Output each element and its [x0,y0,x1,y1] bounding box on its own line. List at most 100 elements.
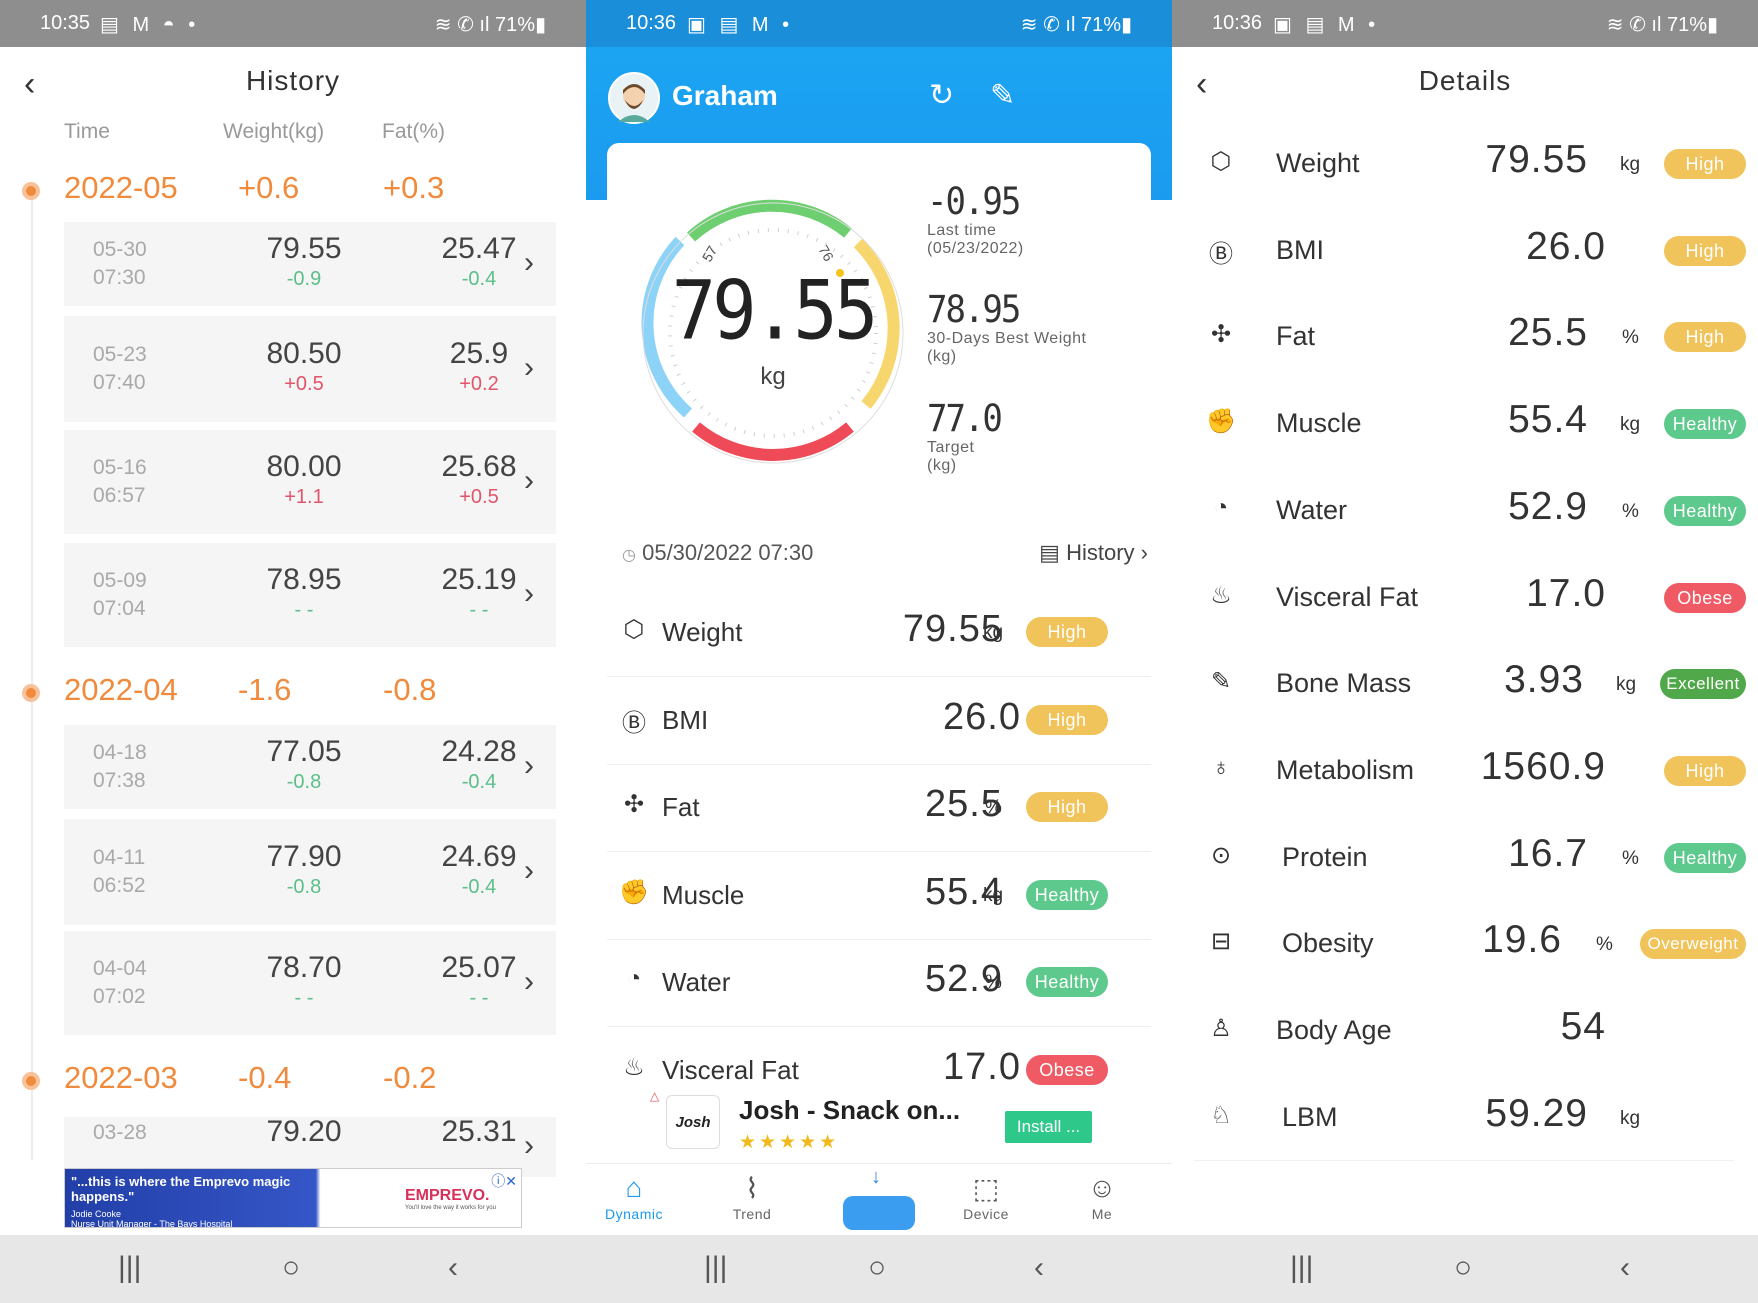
status-bar: 10:35 ▤ M ◓ • ≋ ✆ ıl 71%▮ [0,0,586,47]
system-back-button[interactable]: ‹ [448,1251,458,1284]
system-nav-bar: ||| ○ ‹ [586,1235,1172,1303]
detail-value: 17.0 [1526,571,1606,615]
metric-unit: kg [983,884,1004,906]
chevron-right-icon[interactable]: › [524,246,534,279]
detail-row[interactable]: ♁ Metabolism 1560.9 High [1194,729,1746,816]
status-badge: Healthy [1026,967,1108,997]
tab-device[interactable]: ⬚ Device [941,1172,1031,1222]
recent-apps-button[interactable]: ||| [704,1251,728,1284]
detail-row[interactable]: ♨ Visceral Fat 17.0 Obese [1194,556,1746,643]
detail-value: 54 [1560,1005,1606,1048]
detail-row[interactable]: ⬡ Weight 79.55 kg High [1194,122,1746,209]
tab-trend[interactable]: ⌇ Trend [707,1172,797,1222]
entry-fat: 24.69 [441,840,517,873]
edit-icon[interactable]: ✎ [990,79,1016,112]
detail-row[interactable]: ◔ Water 52.9% Healthy [1194,469,1746,556]
water-icon: ◔ [626,965,642,992]
home-button[interactable]: ○ [868,1251,887,1284]
signal-icon: ≋ ✆ ıl [1606,14,1667,36]
entry-date: 04-11 [93,846,146,869]
chevron-right-icon[interactable]: › [524,351,534,384]
chevron-right-icon[interactable]: › [524,1129,534,1162]
profile-icon: ☺ [1087,1172,1117,1203]
column-header-weight: Weight(kg) [223,120,325,143]
system-back-button[interactable]: ‹ [1620,1251,1630,1284]
chevron-right-icon[interactable]: › [524,965,534,998]
system-back-button[interactable]: ‹ [1034,1251,1044,1284]
column-header-time: Time [64,120,110,143]
history-entry[interactable]: 05-23 07:40 80.50 25.9 +0.5 +0.2 › [64,316,556,422]
recent-apps-button[interactable]: ||| [118,1251,142,1284]
metric-row[interactable]: ⬡ Weight 79.55 kg High [607,590,1151,677]
history-entry[interactable]: 04-18 07:38 77.05 24.28 -0.8 -0.4 › [64,725,556,809]
gauge-tick-high: 76 [815,243,837,265]
metric-row[interactable]: Ⓑ BMI 26.0 High [607,678,1151,765]
detail-row[interactable]: ♘ LBM 59.29 kg [1194,1076,1734,1163]
back-arrow-icon[interactable]: ‹ [24,65,36,103]
scale-button[interactable] [843,1196,915,1230]
history-entry[interactable]: 04-11 06:52 77.90 24.69 -0.8 -0.4 › [64,819,556,925]
detail-name: Fat [1276,321,1316,352]
detail-unit: % [1596,934,1613,956]
entry-fat-delta: +0.5 [459,486,499,508]
avatar[interactable] [608,72,660,124]
history-entry[interactable]: 05-16 06:57 80.00 25.68 +1.1 +0.5 › [64,430,556,534]
detail-value: 59.29 [1485,1091,1588,1135]
month-header: 2022-05 +0.6 +0.3 [0,168,586,218]
back-arrow-icon[interactable]: ‹ [1196,65,1208,103]
month-label: 2022-04 [64,672,178,707]
metric-row[interactable]: ♨ Visceral Fat 17.0 Obese [607,1028,1151,1115]
history-header: ‹ History [0,47,586,117]
install-button[interactable]: Install ... [1005,1111,1092,1143]
home-button[interactable]: ○ [282,1251,301,1284]
entry-fat-delta: +0.2 [459,373,499,395]
detail-row[interactable]: ✣ Fat 25.5% High [1194,295,1746,382]
history-entry[interactable]: 05-09 07:04 78.95 25.19 - - - - › [64,543,556,647]
ad-strip[interactable]: △ Josh Josh - Snack on... ★★★★★ Install … [586,1089,1172,1163]
metric-row[interactable]: ✊ Muscle 55.4 kg Healthy [607,853,1151,940]
detail-value: 3.93 [1504,658,1584,702]
fat-icon: ✣ [623,791,645,818]
detail-name: Visceral Fat [1276,581,1419,612]
tab-me[interactable]: ☺ Me [1057,1172,1147,1222]
status-badge: High [1664,149,1746,179]
ad-banner[interactable]: "...this is where the Emprevo magic happ… [64,1168,522,1228]
detail-row[interactable]: Ⓑ BMI 26.0 High [1194,209,1746,296]
detail-row[interactable]: ⊟ Obesity 19.6% Overweight [1194,902,1746,989]
chevron-right-icon[interactable]: › [524,577,534,610]
home-button[interactable]: ○ [1454,1251,1473,1284]
weight-icon: ⬡ [1210,148,1232,175]
ad-choices-icon[interactable]: △ [650,1089,660,1103]
metric-row[interactable]: ◔ Water 52.9% Healthy [607,940,1151,1027]
history-screen: 10:35 ▤ M ◓ • ≋ ✆ ıl 71%▮ ‹ History Time… [0,0,586,1303]
sync-icon[interactable]: ↻ [929,79,955,112]
detail-row[interactable]: ✊ Muscle 55.4 kg Healthy [1194,382,1746,469]
ad-close-icon[interactable]: ⓘ✕ [491,1173,517,1189]
detail-row[interactable]: ⊙ Protein 16.7% Healthy [1194,816,1746,903]
entry-weight: 78.70 [266,951,342,984]
history-entry[interactable]: 05-30 07:30 79.55 25.47 -0.9 -0.4 › [64,222,556,306]
dashboard-screen: 10:36 ▣ ▤ M • ≋ ✆ ıl 71%▮ Graham ↻ ✎ 57 … [586,0,1172,1303]
detail-name: LBM [1282,1101,1338,1132]
history-entry[interactable]: 04-04 07:02 78.70 25.07 - - - - › [64,931,556,1035]
metric-row[interactable]: ✣ Fat 25.5% High [607,765,1151,852]
ad-cta[interactable]: Learn more › [333,1207,360,1227]
entry-weight-delta: +1.1 [284,486,324,508]
visceral-fat-icon: ♨ [1210,581,1232,609]
recent-apps-button[interactable]: ||| [1290,1251,1314,1284]
muscle-icon: ✊ [1206,408,1236,436]
chevron-right-icon[interactable]: › [524,749,534,782]
month-label: 2022-05 [64,170,178,205]
entry-weight-delta: +0.5 [284,373,324,395]
gauge-arc-yellow [853,238,900,409]
detail-row[interactable]: ♙ Body Age 54 [1194,989,1734,1076]
detail-value: 25.5 [1508,311,1588,355]
history-entry[interactable]: 03-28 79.20 25.31 › [64,1115,556,1177]
chevron-right-icon[interactable]: › [524,464,534,497]
chevron-right-icon[interactable]: › [524,854,534,887]
detail-row[interactable]: ✎ Bone Mass 3.93 kg Excellent [1194,642,1746,729]
entry-weight: 80.50 [266,337,342,370]
tab-dynamic[interactable]: ⌂ Dynamic [589,1172,679,1222]
history-link[interactable]: ▤ History › [1039,540,1148,565]
entry-weight: 79.55 [266,232,342,265]
